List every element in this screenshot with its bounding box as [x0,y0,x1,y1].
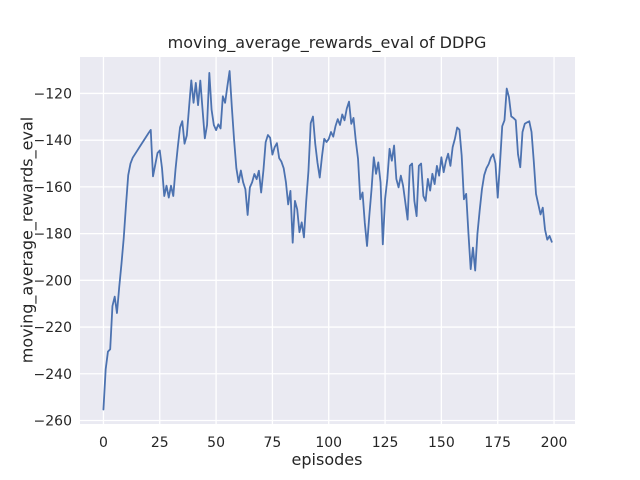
y-tick-label: −240 [34,367,72,383]
y-tick-label: −200 [34,273,72,289]
y-tick-label: −120 [34,86,72,102]
y-tick-label: −160 [34,180,72,196]
x-tick-label: 25 [151,435,169,451]
y-tick-label: −260 [34,413,72,429]
reward-line-series [102,70,553,411]
chart-title: moving_average_rewards_eval of DDPG [167,33,487,52]
y-tick-label: −220 [34,320,72,336]
x-tick-label: 100 [315,435,342,451]
x-tick-label: 125 [372,435,399,451]
x-axis-label: episodes [291,450,363,469]
y-axis-label: moving_average_rewards_eval [17,116,37,364]
x-tick-label: 150 [428,435,455,451]
x-tick-label: 200 [541,435,568,451]
x-tick-label: 50 [207,435,225,451]
y-tick-label: −180 [34,227,72,243]
axes-panel [80,57,575,424]
x-tick-label: 75 [263,435,281,451]
x-tick-label: 175 [484,435,511,451]
y-tick-label: −140 [34,133,72,149]
x-tick-label: 0 [99,435,108,451]
